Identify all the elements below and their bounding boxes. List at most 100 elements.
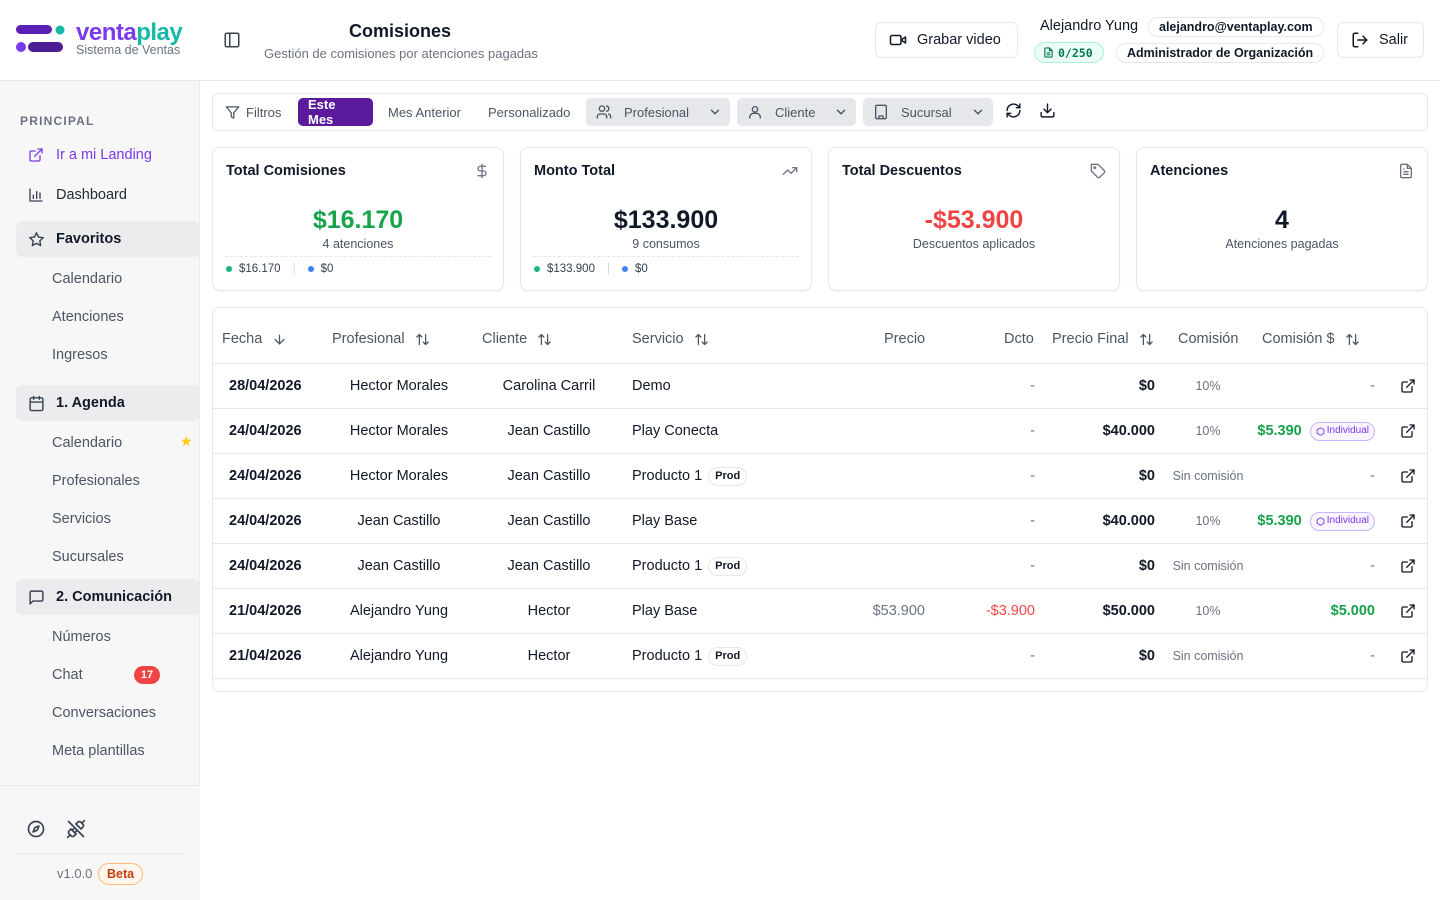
table-row[interactable]: 24/04/2026 Hector Morales Jean Castillo Pla…: [213, 409, 1427, 454]
legend-value-a: $16.170: [239, 263, 281, 275]
card-value: $133.900: [613, 206, 719, 234]
sidebar-item-sucursales[interactable]: Sucursales: [52, 549, 124, 565]
sidebar-nav[interactable]: PRINCIPAL Ir a mi Landing Dashboard Favo…: [0, 81, 200, 785]
cell-dcto: -$3.900: [985, 603, 1035, 619]
logout-button[interactable]: Salir: [1337, 22, 1424, 58]
cell-servicio: Producto 1 Prod: [632, 544, 748, 588]
table-row[interactable]: 28/04/2026 Hector Morales Carolina Carril D…: [213, 364, 1427, 409]
cell-dcto: -: [1030, 558, 1035, 574]
sucursal-select[interactable]: Sucursal: [863, 98, 993, 126]
green-dot-icon: [226, 266, 232, 272]
column-header-profesional[interactable]: Profesional: [332, 331, 430, 347]
sidebar-item-fav-ingresos[interactable]: Ingresos: [52, 347, 108, 363]
sidebar-group-agenda[interactable]: 1. Agenda: [16, 385, 200, 421]
cell-comision: 10%: [1195, 514, 1221, 528]
cell-profesional: Hector Morales: [349, 378, 449, 394]
chevron-down-icon: [708, 105, 722, 119]
service-name: Play Base: [632, 603, 698, 619]
service-name: Producto 1: [632, 468, 703, 484]
sidebar-item-conversaciones[interactable]: Conversaciones: [52, 705, 156, 721]
column-header-comision-monto[interactable]: Comisión $: [1262, 331, 1360, 347]
column-header-cliente[interactable]: Cliente: [482, 331, 552, 347]
sidebar-item-calendario[interactable]: Calendario: [52, 435, 123, 451]
sidebar-item-fav-atenciones[interactable]: Atenciones: [52, 309, 124, 325]
cell-profesional: Jean Castillo: [357, 513, 441, 529]
divider: [16, 853, 184, 854]
cell-profesional: Alejandro Yung: [349, 648, 449, 664]
unplug-icon[interactable]: [66, 819, 86, 839]
open-external-icon[interactable]: [1400, 468, 1416, 484]
legend-value-b: $0: [634, 263, 648, 275]
cell-fecha: 28/04/2026: [229, 378, 302, 394]
table-row[interactable]: 24/04/2026 Jean Castillo Jean Castillo Prod…: [213, 544, 1427, 589]
card-title: Total Descuentos: [842, 163, 962, 179]
chevron-down-icon: [834, 105, 848, 119]
sidebar-item-fav-calendario[interactable]: Calendario: [52, 271, 123, 287]
column-header-servicio[interactable]: Servicio: [632, 331, 709, 347]
profesional-select[interactable]: Profesional: [586, 98, 730, 126]
sucursal-select-label: Sucursal: [901, 104, 952, 120]
cell-comision: Sin comisión: [1172, 469, 1244, 483]
cell-dcto: -: [1030, 513, 1035, 529]
open-external-icon[interactable]: [1400, 648, 1416, 664]
card-caption: Atenciones pagadas: [1225, 237, 1339, 251]
range-este-mes[interactable]: Este Mes: [298, 97, 373, 127]
service-name: Producto 1: [632, 648, 703, 664]
cell-precio-final: $0: [1138, 468, 1155, 484]
individual-badge: Individual: [1309, 511, 1375, 531]
cell-precio-final: $50.000: [1102, 603, 1155, 619]
sidebar-item-landing[interactable]: Ir a mi Landing: [16, 137, 200, 173]
sidebar-item-profesionales[interactable]: Profesionales: [52, 473, 140, 489]
sidebar-item-meta-plantillas[interactable]: Meta plantillas: [52, 743, 145, 759]
card-legend: $133.900 | $0: [534, 263, 648, 275]
divider: [225, 256, 491, 257]
table-row[interactable]: 24/04/2026 Jean Castillo Jean Castillo Play…: [213, 499, 1427, 544]
sidebar-item-chat[interactable]: Chat: [52, 667, 83, 683]
cell-cliente: Jean Castillo: [507, 558, 591, 574]
open-external-icon[interactable]: [1400, 603, 1416, 619]
hexagon-icon: [1316, 426, 1325, 436]
cell-comision-monto: -: [1223, 544, 1375, 588]
cell-fecha: 21/04/2026: [229, 603, 302, 619]
sidebar-toggle-icon[interactable]: [223, 31, 241, 49]
range-mes-anterior[interactable]: Mes Anterior: [388, 104, 461, 120]
cell-comision: 10%: [1195, 379, 1221, 393]
legend-value-a: $133.900: [547, 263, 595, 275]
brand[interactable]: ventaplay Sistema de Ventas: [0, 0, 200, 81]
cell-cliente: Jean Castillo: [507, 423, 591, 439]
open-external-icon[interactable]: [1400, 378, 1416, 394]
sidebar-group-comunicacion[interactable]: 2. Comunicación: [16, 579, 200, 615]
table-row[interactable]: 24/04/2026 Hector Morales Jean Castillo Pro…: [213, 454, 1427, 499]
refresh-icon[interactable]: [1005, 102, 1022, 119]
quota-badge: 0/250: [1034, 42, 1104, 63]
column-header-fecha[interactable]: Fecha: [222, 331, 287, 347]
open-external-icon[interactable]: [1400, 513, 1416, 529]
commission-amount: -: [1370, 378, 1375, 394]
sidebar-item-numeros[interactable]: Números: [52, 629, 111, 645]
cell-precio-final: $0: [1138, 378, 1155, 394]
sidebar-item-dashboard[interactable]: Dashboard: [16, 177, 200, 213]
sidebar: ventaplay Sistema de Ventas PRINCIPAL Ir…: [0, 0, 200, 900]
download-icon[interactable]: [1039, 102, 1056, 119]
table-row[interactable]: 21/04/2026 Alejandro Yung Hector Play Base $…: [213, 589, 1427, 634]
favorite-star-icon[interactable]: ★: [180, 433, 193, 449]
table-row[interactable]: 21/04/2026 Alejandro Yung Hector Producto 1…: [213, 634, 1427, 679]
video-camera-icon: [889, 31, 907, 49]
stat-card-descuentos: Total Descuentos -$53.900 Descuentos apl…: [828, 147, 1120, 291]
open-external-icon[interactable]: [1400, 423, 1416, 439]
column-header-precio-final[interactable]: Precio Final: [1052, 331, 1154, 347]
filters-button[interactable]: Filtros: [215, 98, 291, 126]
sidebar-group-favoritos[interactable]: Favoritos: [16, 221, 200, 257]
service-name: Play Conecta: [632, 423, 719, 439]
column-header-dcto: Dcto: [1004, 331, 1034, 347]
compass-icon[interactable]: [26, 819, 46, 839]
blue-dot-icon: [307, 266, 314, 272]
record-video-button[interactable]: Grabar video: [875, 22, 1018, 58]
cliente-select[interactable]: Cliente: [737, 98, 856, 126]
commission-amount: $5.390: [1257, 423, 1302, 439]
building-icon: [873, 104, 889, 120]
range-personalizado[interactable]: Personalizado: [488, 104, 571, 120]
legend-separator: |: [292, 263, 296, 275]
open-external-icon[interactable]: [1400, 558, 1416, 574]
sidebar-item-servicios[interactable]: Servicios: [52, 511, 111, 527]
